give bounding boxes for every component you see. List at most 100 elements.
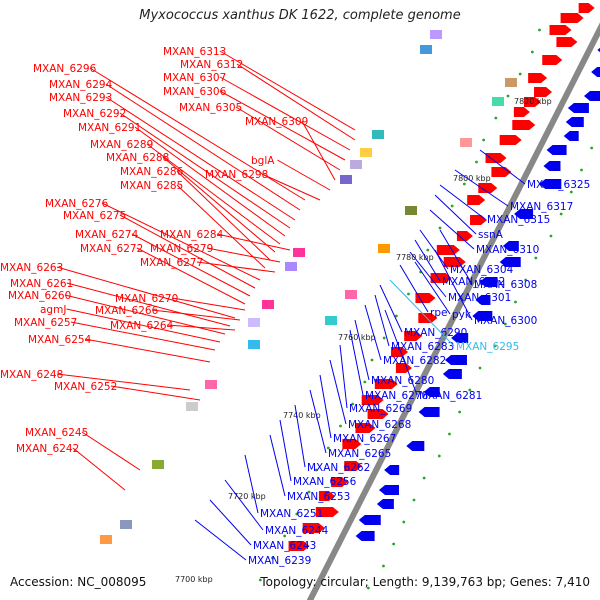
- right-gene-label: MXAN_6244: [265, 525, 329, 537]
- right-gene-label: MXAN_6304: [450, 264, 514, 276]
- leader-line: [166, 324, 236, 331]
- forward-gene-arrow: [470, 215, 488, 225]
- leader-line: [84, 338, 211, 363]
- track-dot: [394, 314, 398, 318]
- feature-block: [152, 460, 164, 469]
- leader-line: [219, 90, 346, 161]
- leader-line: [119, 214, 256, 289]
- leader-line: [294, 404, 306, 468]
- map-title: Myxococcus xanthus DK 1622, complete gen…: [139, 8, 461, 23]
- left-gene-label: MXAN_6264: [110, 320, 174, 332]
- track-dot: [524, 278, 528, 282]
- left-gene-label: MXAN_6288: [106, 152, 169, 164]
- reverse-gene-arrow: [539, 179, 562, 189]
- track-dot: [530, 50, 534, 54]
- leader-line: [56, 373, 191, 391]
- track-dot: [382, 336, 386, 340]
- track-dot: [503, 322, 507, 326]
- genome-backbone: [306, 22, 600, 600]
- leader-line: [244, 454, 259, 514]
- forward-gene-arrow: [549, 25, 572, 35]
- feature-block: [430, 30, 442, 39]
- leader-line: [279, 419, 292, 482]
- reverse-gene-arrow: [355, 531, 375, 541]
- left-gene-label: MXAN_6309: [245, 116, 308, 128]
- reverse-gene-arrow: [499, 257, 521, 267]
- right-gene-label: MXAN_6278: [365, 390, 428, 402]
- left-gene-label: MXAN_6254: [28, 334, 92, 346]
- leader-line: [349, 329, 364, 396]
- feature-block: [492, 97, 504, 106]
- track-dot: [462, 182, 466, 186]
- reverse-gene-arrow: [514, 209, 534, 219]
- kbp-scale-label: 7700 kbp: [175, 575, 213, 584]
- track-dot: [518, 72, 522, 76]
- reverse-gene-arrow: [423, 387, 440, 397]
- leader-line: [134, 126, 286, 237]
- leader-line: [301, 120, 336, 181]
- feature-block: [205, 380, 217, 389]
- kbp-scale-label: 7800 kbp: [453, 174, 491, 183]
- leader-line: [110, 385, 201, 401]
- left-gene-label: MXAN_6274: [75, 229, 139, 241]
- leader-line: [70, 321, 216, 351]
- forward-gene-arrow: [342, 439, 362, 449]
- leader-line: [56, 266, 236, 319]
- feature-block: [345, 290, 357, 299]
- left-gene-label: MXAN_6260: [8, 290, 71, 302]
- track-dot: [366, 586, 370, 590]
- forward-gene-arrow: [528, 73, 548, 83]
- left-gene-label: MXAN_6292: [63, 108, 126, 120]
- leader-line: [439, 229, 473, 285]
- track-dot: [363, 380, 367, 384]
- leader-line: [219, 76, 351, 151]
- track-dot: [482, 138, 486, 142]
- track-dot: [475, 160, 478, 164]
- feature-block: [120, 520, 132, 529]
- right-gene-label: MXAN_6269: [349, 403, 412, 415]
- feature-block: [460, 138, 472, 147]
- leader-line: [454, 169, 509, 207]
- leader-line: [72, 447, 126, 491]
- track-dot: [448, 432, 451, 436]
- track-dot: [370, 358, 374, 362]
- leader-line: [414, 261, 451, 315]
- reverse-gene-arrow: [546, 145, 567, 155]
- reverse-gene-arrow: [444, 355, 467, 365]
- right-gene-label: MXAN_6243: [253, 540, 316, 552]
- track-dot: [426, 248, 430, 252]
- left-gene-label: MXAN_6275: [63, 210, 126, 222]
- forward-gene-arrow: [344, 461, 363, 471]
- feature-block: [325, 316, 337, 325]
- reverse-gene-arrow: [451, 333, 469, 343]
- right-gene-label: MXAN_6251: [260, 508, 323, 520]
- track-dot: [580, 168, 583, 172]
- feature-block: [285, 262, 297, 271]
- kbp-scale-label: 7740 kbp: [283, 411, 321, 420]
- left-gene-label: MXAN_6313: [163, 46, 226, 58]
- right-gene-label: MXAN_6267: [333, 433, 396, 445]
- leader-line: [434, 249, 473, 321]
- forward-gene-arrow: [499, 135, 522, 145]
- left-gene-label: bglA: [251, 155, 275, 167]
- track-dot: [458, 410, 462, 414]
- leader-line: [224, 479, 264, 531]
- track-dot: [382, 564, 385, 568]
- forward-gene-arrow: [404, 331, 423, 341]
- reverse-gene-arrow: [567, 103, 589, 113]
- left-gene-label: MXAN_6291: [78, 122, 141, 134]
- track-dot: [590, 146, 594, 150]
- track-dot: [438, 226, 442, 230]
- kbp-scale-label: 7820 kbp: [514, 97, 552, 106]
- track-dot: [283, 534, 287, 538]
- topology-text: Topology: circular; Length: 9,139,763 bp…: [260, 575, 590, 589]
- reverse-gene-arrow: [565, 117, 584, 127]
- left-gene-label: MXAN_6270: [115, 293, 178, 305]
- forward-gene-arrow: [367, 409, 389, 419]
- left-gene-label: MXAN_6296: [33, 63, 97, 75]
- track-dot: [494, 116, 498, 120]
- left-gene-label: MXAN_6252: [54, 381, 117, 393]
- track-dot: [437, 454, 441, 458]
- track-dot: [493, 344, 497, 348]
- track-dot: [307, 490, 311, 494]
